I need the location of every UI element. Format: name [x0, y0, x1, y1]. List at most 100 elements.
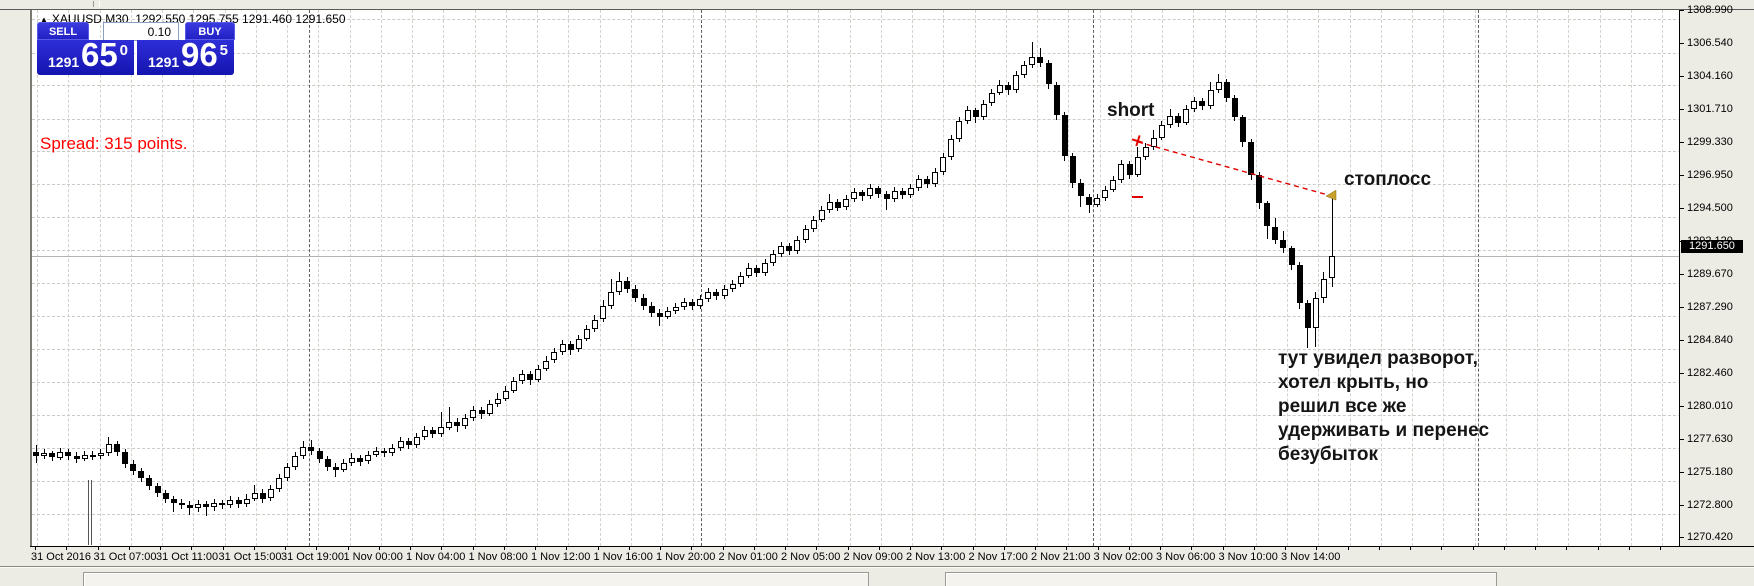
gridline-v [1193, 10, 1195, 546]
candle-body [292, 456, 299, 467]
gridline-h [32, 481, 1681, 482]
sell-button[interactable]: SELL [37, 22, 89, 40]
candle-body [73, 456, 80, 459]
bevel-highlight [0, 567, 1754, 568]
lot-size-input[interactable] [103, 22, 179, 41]
candle-body [1134, 156, 1141, 175]
trader-note-line: тут увидел разворот, [1278, 348, 1478, 369]
price-tick [1680, 405, 1684, 407]
price-label: 1277.630 [1687, 432, 1733, 445]
time-tick [722, 547, 724, 550]
buy-price-handle: 1291 [148, 54, 180, 70]
sell-price-point: 0 [119, 42, 128, 59]
candle-body [794, 240, 801, 252]
sell-entry-marker-icon[interactable] [1131, 134, 1145, 148]
gridline-v [1568, 10, 1570, 546]
candle-wick [448, 406, 450, 431]
stoploss-annotation: стоплосс [1344, 169, 1432, 190]
candle-body [1183, 109, 1190, 123]
candle-body [1021, 65, 1028, 75]
candle-body [600, 305, 606, 320]
time-tick [347, 547, 349, 550]
candle-body [81, 454, 88, 459]
trader-note-line: безубыток [1278, 444, 1378, 465]
price-label: 1275.180 [1687, 465, 1733, 478]
gridline-h [32, 415, 1681, 416]
sell-price-button[interactable]: 1291 65 0 [37, 36, 134, 75]
candle-body [818, 210, 825, 220]
candle-body [357, 457, 363, 462]
time-label: 1 Nov 08:00 [468, 551, 528, 563]
candle-body [41, 453, 48, 457]
candle-body [762, 263, 768, 273]
gridline-v [1255, 10, 1257, 546]
candle-body [365, 454, 372, 462]
price-label: 1294.500 [1687, 201, 1733, 214]
candle-body [1175, 115, 1182, 123]
candle-body [1312, 297, 1319, 328]
candle-body [405, 441, 412, 446]
gridline-v [1037, 10, 1038, 546]
gridline-v [1349, 10, 1351, 546]
candle-body [340, 462, 347, 470]
time-label: 31 Oct 19:00 [281, 551, 344, 563]
buy-price-button[interactable]: 1291 96 5 [137, 36, 234, 75]
candle-body [373, 450, 380, 455]
candle-body [956, 121, 963, 140]
time-tick [753, 547, 755, 550]
candle-body [770, 253, 777, 264]
buy-button[interactable]: BUY [185, 22, 235, 40]
time-label: 3 Nov 10:00 [1218, 551, 1278, 563]
candle-body [689, 301, 696, 306]
candle-wick [335, 462, 337, 477]
candle-body [883, 193, 890, 200]
candle-body [1069, 155, 1076, 183]
candle-wick [173, 495, 175, 513]
candle-body [235, 499, 242, 504]
candle-body [786, 245, 793, 252]
candle-body [559, 344, 566, 353]
gridline-v [99, 10, 101, 546]
candle-body [778, 245, 785, 254]
short-annotation: short [1107, 100, 1155, 121]
candle-body [713, 292, 720, 297]
candle-body [1061, 114, 1068, 156]
gridline-h [32, 183, 1681, 185]
current-price-line [32, 256, 1681, 257]
time-tick [691, 547, 693, 550]
candle-body [227, 499, 234, 506]
time-tick [972, 547, 974, 550]
candle-wick [254, 484, 256, 502]
candle-body [348, 457, 355, 463]
candle-body [1223, 81, 1230, 99]
gridline-v [880, 10, 882, 546]
gridline-v [1318, 10, 1320, 546]
time-tick [597, 547, 599, 550]
candle-body [1256, 174, 1263, 204]
candle-wick [1331, 193, 1333, 287]
candle-body [162, 493, 169, 499]
trader-note-annotation: тут увидел разворот, хотел крыть, но решил… [1278, 347, 1489, 467]
candle-body [1199, 100, 1206, 107]
gridline-h [32, 19, 1681, 20]
candle-body [932, 171, 939, 185]
time-tick [1035, 547, 1036, 550]
candle-body [219, 502, 226, 506]
time-tick [441, 547, 443, 550]
chart-pane[interactable]: ▲ XAUUSD,M30 1292.550 1295.755 1291.460 1… [30, 10, 1681, 547]
price-tick [1680, 471, 1684, 473]
time-tick [472, 547, 474, 550]
gridline-h [32, 513, 1681, 515]
time-tick [97, 547, 99, 550]
gridline-v [318, 10, 320, 546]
price-axis[interactable]: 1308.990 1306.540 1304.160 1301.710 1299.330… [1679, 4, 1754, 546]
time-axis[interactable]: 31 Oct 2016 31 Oct 07:00 31 Oct 11:00 31 Oc… [30, 546, 1754, 567]
chart-border-artifact [88, 480, 89, 545]
time-tick [660, 547, 661, 550]
time-tick [628, 547, 630, 550]
time-tick [285, 547, 286, 550]
time-tick [316, 547, 318, 550]
time-tick [1347, 547, 1349, 550]
candle-body [1248, 141, 1254, 175]
candle-body [284, 467, 291, 478]
